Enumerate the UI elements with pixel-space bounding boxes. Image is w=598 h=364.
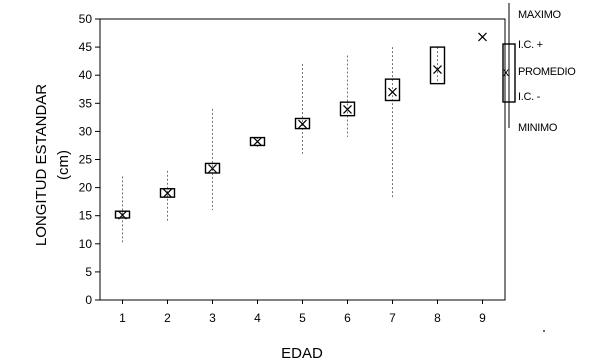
y-tick-label: 30 bbox=[79, 124, 93, 138]
box-edad-8 bbox=[429, 46, 446, 85]
y-tick-label: 0 bbox=[85, 293, 92, 307]
x-tick-label: 3 bbox=[209, 311, 216, 325]
x-tick-label: 7 bbox=[389, 311, 396, 325]
y-axis-title-line2: (cm) bbox=[55, 150, 72, 180]
ci-box bbox=[204, 162, 221, 174]
x-tick-label: 1 bbox=[119, 311, 126, 325]
y-axis-title-line1: LONGITUD ESTANDAR bbox=[33, 84, 50, 246]
y-tick-label: 35 bbox=[79, 96, 93, 110]
ci-box bbox=[114, 210, 131, 219]
ci-box bbox=[339, 101, 356, 117]
box-edad-6 bbox=[339, 55, 356, 138]
mean-marker bbox=[298, 119, 307, 129]
x-tick-label: 2 bbox=[164, 311, 171, 325]
mean-marker bbox=[343, 105, 352, 114]
box-edad-2 bbox=[159, 170, 176, 222]
y-tick-label: 50 bbox=[79, 12, 93, 26]
legend-box bbox=[502, 43, 516, 103]
mean-marker bbox=[253, 137, 262, 146]
x-axis: 1 2 3 4 5 6 7 8 9 bbox=[119, 300, 486, 325]
legend-label-ci-high: I.C. + bbox=[518, 39, 543, 51]
mean-marker bbox=[388, 87, 397, 97]
y-tick-label: 20 bbox=[79, 181, 93, 195]
y-axis: 0 5 10 15 20 25 30 35 40 45 50 bbox=[79, 12, 100, 307]
box-edad-3 bbox=[204, 108, 221, 211]
ci-box bbox=[249, 136, 266, 147]
box-edad-4 bbox=[249, 136, 266, 149]
legend-label-ci-low: I.C. - bbox=[518, 91, 541, 103]
x-tick-label: 8 bbox=[434, 311, 441, 325]
legend: x MAXIMO I.C. + PROMEDIO I.C. - MINIMO bbox=[502, 3, 577, 134]
x-tick-label: 9 bbox=[479, 311, 486, 325]
box-edad-7 bbox=[384, 47, 401, 199]
box-edad-9 bbox=[478, 32, 487, 42]
ci-box bbox=[159, 188, 176, 198]
x-tick-label: 5 bbox=[299, 311, 306, 325]
y-tick-label: 25 bbox=[79, 153, 93, 167]
ci-box bbox=[384, 78, 401, 102]
legend-mean-marker: x bbox=[503, 65, 509, 79]
y-tick-label: 5 bbox=[85, 265, 92, 279]
y-tick-label: 45 bbox=[79, 40, 93, 54]
legend-label-min: MINIMO bbox=[518, 122, 558, 134]
box-edad-1 bbox=[114, 176, 131, 244]
y-tick-label: 40 bbox=[79, 68, 93, 82]
mean-marker bbox=[478, 32, 487, 42]
y-tick-label: 10 bbox=[79, 237, 93, 251]
mean-marker bbox=[163, 188, 172, 198]
stray-dot bbox=[543, 330, 545, 332]
ci-box bbox=[294, 117, 311, 130]
ci-box bbox=[429, 46, 446, 85]
legend-label-max: MAXIMO bbox=[518, 9, 562, 21]
x-axis-title: EDAD bbox=[281, 345, 323, 362]
series-boxes bbox=[114, 32, 487, 244]
box-edad-5 bbox=[294, 63, 311, 154]
legend-label-mean: PROMEDIO bbox=[518, 66, 576, 78]
x-tick-label: 4 bbox=[254, 311, 261, 325]
mean-marker bbox=[118, 210, 127, 220]
y-tick-label: 15 bbox=[79, 209, 93, 223]
mean-marker bbox=[208, 164, 217, 173]
mean-marker bbox=[433, 65, 442, 75]
x-tick-label: 6 bbox=[344, 311, 351, 325]
